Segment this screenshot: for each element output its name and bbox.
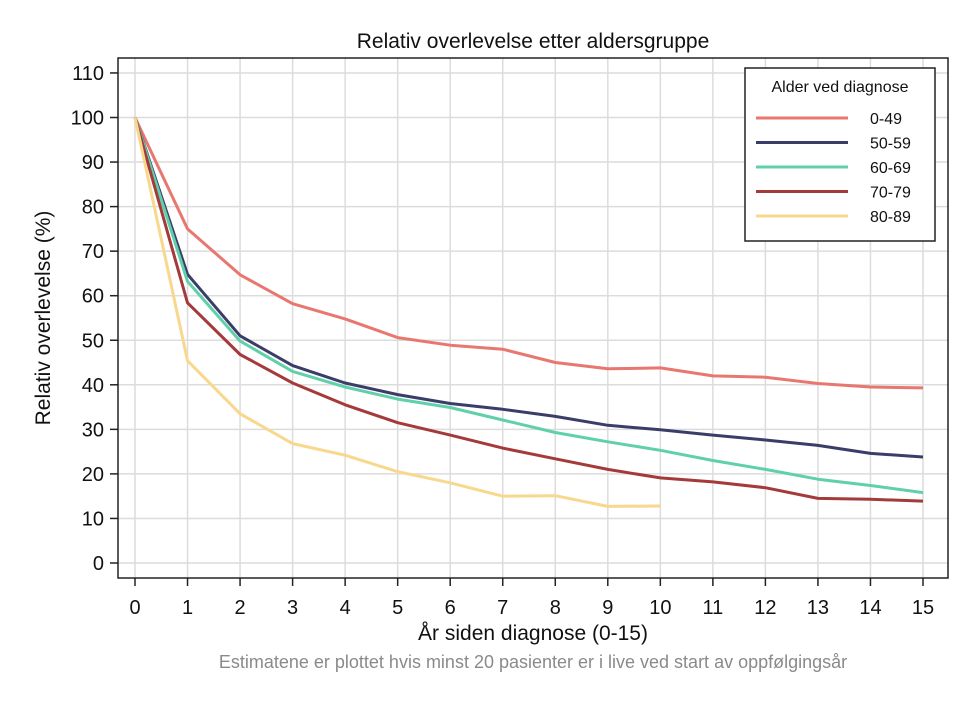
legend-label-70-79: 70-79 <box>870 185 911 202</box>
y-tick-label: 30 <box>82 419 104 441</box>
series-line-0-49 <box>133 116 924 390</box>
chart-title: Relativ overlevelse etter aldersgruppe <box>357 30 710 53</box>
y-tick-label: 110 <box>72 63 104 85</box>
series-line-70-79 <box>133 117 924 503</box>
x-tick-label: 2 <box>235 597 246 619</box>
x-tick-label: 13 <box>807 597 829 619</box>
x-tick-label: 8 <box>550 597 561 619</box>
x-tick-label: 15 <box>912 597 934 619</box>
x-tick-label: 0 <box>129 597 140 619</box>
series-line-80-89 <box>133 117 661 508</box>
y-tick-label: 40 <box>82 375 104 397</box>
y-tick-label: 20 <box>82 464 104 486</box>
y-tick-label: 0 <box>93 553 104 575</box>
y-axis-title: Relativ overlevelse (%) <box>32 211 55 426</box>
y-tick-label: 90 <box>82 152 104 174</box>
x-axis-title: År siden diagnose (0-15) <box>418 622 648 645</box>
legend-box <box>744 67 936 242</box>
x-tick-label: 12 <box>754 597 776 619</box>
y-tick-label: 50 <box>82 330 104 352</box>
y-tick-label: 70 <box>82 241 104 263</box>
x-tick-label: 5 <box>392 597 403 619</box>
y-tick-label: 60 <box>82 286 104 308</box>
legend-items: 0-49 50-59 60-69 70-79 80-89 <box>756 111 911 226</box>
y-axis: 0 10 20 30 40 50 60 70 80 90 100 110 <box>71 63 118 575</box>
series-lines <box>133 116 924 508</box>
y-tick-label: 80 <box>82 197 104 219</box>
legend-label-80-89: 80-89 <box>870 209 911 226</box>
x-tick-label: 6 <box>445 597 456 619</box>
legend-label-60-69: 60-69 <box>870 160 911 177</box>
plot-frame <box>117 57 949 579</box>
x-tick-label: 11 <box>702 597 723 619</box>
legend-title: Alder ved diagnose <box>772 79 909 96</box>
x-axis: 0 1 2 3 4 5 6 7 8 9 10 11 12 13 14 15 <box>129 578 934 619</box>
x-tick-label: 9 <box>602 597 613 619</box>
x-tick-label: 4 <box>340 597 351 619</box>
x-tick-label: 14 <box>859 597 881 619</box>
legend-label-0-49: 0-49 <box>870 111 902 128</box>
x-tick-label: 10 <box>649 597 671 619</box>
x-tick-label: 1 <box>182 597 193 619</box>
x-tick-label: 3 <box>287 597 298 619</box>
legend: Alder ved diagnose 0-49 50-59 60-69 70-79 80… <box>744 67 936 242</box>
y-tick-label: 10 <box>82 508 104 530</box>
series-line-60-69 <box>133 117 924 495</box>
series-line-50-59 <box>133 117 924 459</box>
legend-label-50-59: 50-59 <box>870 136 911 153</box>
y-tick-label: 100 <box>71 108 104 130</box>
chart-footnote: Estimatene er plottet hvis minst 20 pasi… <box>219 652 847 672</box>
x-tick-label: 7 <box>497 597 508 619</box>
